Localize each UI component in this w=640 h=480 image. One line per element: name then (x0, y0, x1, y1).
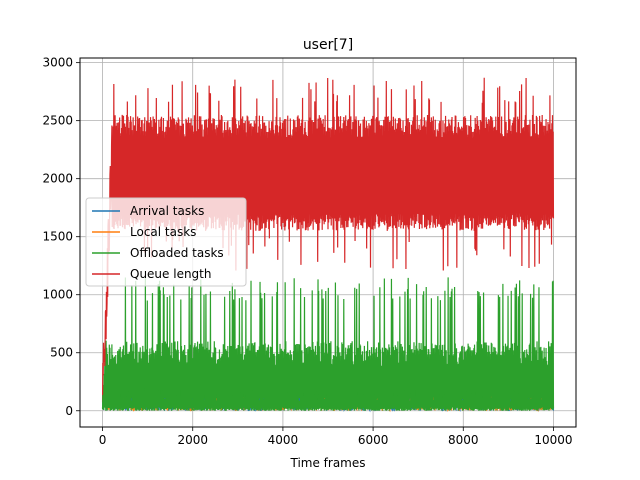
x-tick-label: 0 (99, 433, 107, 447)
series-line-queue-length (101, 77, 555, 403)
y-tick-label: 3000 (42, 56, 73, 70)
y-tick-label: 2500 (42, 114, 73, 128)
x-tick-label: 6000 (358, 433, 389, 447)
series-layer (101, 77, 555, 413)
legend-label: Queue length (130, 267, 212, 281)
series-line-offloaded-tasks-base (101, 387, 555, 411)
x-tick-label: 8000 (448, 433, 479, 447)
legend-label: Arrival tasks (130, 204, 204, 218)
y-tick-label: 0 (65, 404, 73, 418)
ticks: 0 2000 4000 6000 8000 10000 0 500 1000 1500 2000 25… (42, 56, 572, 447)
legend: Arrival tasks Local tasks Offloaded tasks Q… (85, 197, 247, 287)
chart-title: user[7] (303, 37, 353, 53)
x-tick-label: 4000 (268, 433, 299, 447)
x-tick-label: 10000 (534, 433, 572, 447)
legend-label: Local tasks (130, 225, 196, 239)
x-tick-label: 2000 (177, 433, 208, 447)
legend-label: Offloaded tasks (130, 246, 224, 260)
x-axis-label: Time frames (289, 456, 365, 470)
y-tick-label: 500 (50, 346, 73, 360)
y-tick-label: 1500 (42, 230, 73, 244)
plot-frame (79, 57, 577, 428)
legend-box (85, 197, 247, 287)
y-tick-label: 1000 (42, 288, 73, 302)
y-tick-label: 2000 (42, 172, 73, 186)
